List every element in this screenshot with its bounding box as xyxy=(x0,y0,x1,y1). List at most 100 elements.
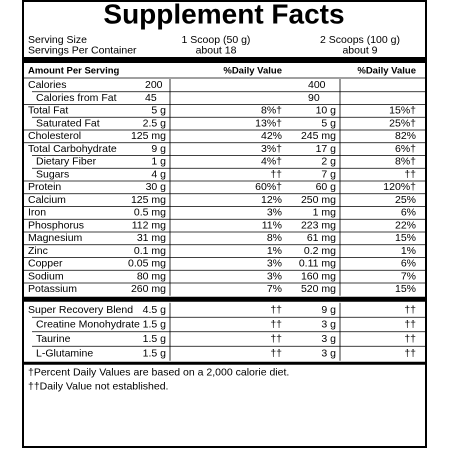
amount: 31 mg xyxy=(137,232,166,244)
nutrient-name: Taurine xyxy=(36,333,71,345)
daily-value: †† xyxy=(404,333,416,345)
amount: 5 g xyxy=(151,105,166,117)
amount: 9 g xyxy=(151,143,166,155)
amount: 245 mg xyxy=(301,130,336,142)
serving-label: Serving Size xyxy=(28,34,87,46)
footnote: ††Daily Value not established. xyxy=(28,381,168,393)
daily-value: 11% xyxy=(262,219,282,231)
daily-value: 4%† xyxy=(261,156,282,168)
amount: 10 g xyxy=(316,105,337,117)
amount: 45 xyxy=(145,92,157,104)
amount: 125 mg xyxy=(131,130,166,142)
daily-value: 15% xyxy=(395,283,416,295)
serving-value: about 9 xyxy=(342,44,377,56)
nutrient-name: Creatine Monohydrate xyxy=(36,318,140,330)
amount: 60 g xyxy=(316,181,337,193)
daily-value: 25% xyxy=(395,194,416,206)
amount: 260 mg xyxy=(131,283,166,295)
amount: 223 mg xyxy=(301,219,336,231)
daily-value: 7% xyxy=(267,283,282,295)
daily-value: 7% xyxy=(401,270,416,282)
daily-value: 8%† xyxy=(261,105,282,117)
amount: 0.5 mg xyxy=(134,207,166,219)
daily-value: 82% xyxy=(395,130,416,142)
amount: 0.1 mg xyxy=(134,245,166,257)
nutrient-name: Sodium xyxy=(28,270,64,282)
daily-value: 120%† xyxy=(383,181,416,193)
amount: 0.05 mg xyxy=(128,258,166,270)
nutrient-name: Protein xyxy=(28,181,61,193)
amount: 4.5 g xyxy=(143,304,167,316)
serving-value: about 18 xyxy=(196,44,237,56)
daily-value: 3% xyxy=(267,258,282,270)
daily-value: 3%† xyxy=(261,143,282,155)
serving-label: Servings Per Container xyxy=(28,44,137,56)
daily-value: 1% xyxy=(267,245,282,257)
title: Supplement Facts xyxy=(103,0,344,29)
daily-value: 22% xyxy=(395,219,416,231)
daily-value: 1% xyxy=(401,245,416,257)
daily-value: †† xyxy=(270,333,282,345)
header-cell: %Daily Value xyxy=(357,66,416,77)
amount: 61 mg xyxy=(307,232,336,244)
amount: 2 g xyxy=(321,156,336,168)
nutrient-name: Phosphorus xyxy=(28,219,84,231)
daily-value: †† xyxy=(404,168,416,180)
nutrient-name: Zinc xyxy=(28,245,48,257)
daily-value: 25%† xyxy=(389,117,416,129)
daily-value: 42% xyxy=(261,130,282,142)
amount: 3 g xyxy=(321,318,336,330)
nutrient-name: Saturated Fat xyxy=(36,117,100,129)
daily-value: †† xyxy=(270,318,282,330)
nutrient-name: Sugars xyxy=(36,168,69,180)
thick-rule xyxy=(24,57,425,63)
border xyxy=(22,0,427,448)
daily-value: 6% xyxy=(401,258,416,270)
thick-rule xyxy=(24,296,425,302)
amount: 250 mg xyxy=(301,194,336,206)
amount: 520 mg xyxy=(301,283,336,295)
amount: 3 g xyxy=(321,333,336,345)
amount: 9 g xyxy=(321,304,336,316)
daily-value: 6%† xyxy=(395,143,416,155)
daily-value: 3% xyxy=(267,207,282,219)
daily-value: 3% xyxy=(267,270,282,282)
daily-value: †† xyxy=(270,304,282,316)
amount: 200 xyxy=(145,79,163,91)
daily-value: †† xyxy=(404,347,416,359)
nutrient-name: Potassium xyxy=(28,283,77,295)
nutrient-name: L-Glutamine xyxy=(36,347,93,359)
serving-value: 2 Scoops (100 g) xyxy=(320,34,400,46)
daily-value: 8% xyxy=(267,232,282,244)
amount: 7 g xyxy=(321,168,336,180)
daily-value: †† xyxy=(404,318,416,330)
daily-value: †† xyxy=(270,347,282,359)
nutrient-name: Magnesium xyxy=(28,232,83,244)
amount: 4 g xyxy=(151,168,166,180)
nutrient-name: Calories from Fat xyxy=(36,92,117,104)
nutrient-name: Copper xyxy=(28,258,63,270)
amount: 112 mg xyxy=(132,219,166,231)
daily-value: 13%† xyxy=(255,117,282,129)
amount: 90 xyxy=(308,92,320,104)
header-cell: %Daily Value xyxy=(223,66,282,77)
daily-value: 15% xyxy=(395,232,416,244)
nutrient-name: Calories xyxy=(28,79,67,91)
amount: 125 mg xyxy=(131,194,166,206)
daily-value: 60%† xyxy=(255,181,282,193)
nutrient-name: Super Recovery Blend xyxy=(28,304,133,316)
amount: 17 g xyxy=(316,143,337,155)
serving-value: 1 Scoop (50 g) xyxy=(182,34,251,46)
daily-value: 15%† xyxy=(389,105,416,117)
daily-value: †† xyxy=(404,304,416,316)
amount: 2.5 g xyxy=(143,117,167,129)
amount: 160 mg xyxy=(301,270,336,282)
nutrient-name: Total Carbohydrate xyxy=(28,143,117,155)
amount: 400 xyxy=(308,79,326,91)
daily-value: 12% xyxy=(261,194,282,206)
nutrient-name: Total Fat xyxy=(28,105,68,117)
amount: 5 g xyxy=(321,117,336,129)
amount: 0.11 mg xyxy=(299,258,336,270)
daily-value: †† xyxy=(270,168,282,180)
